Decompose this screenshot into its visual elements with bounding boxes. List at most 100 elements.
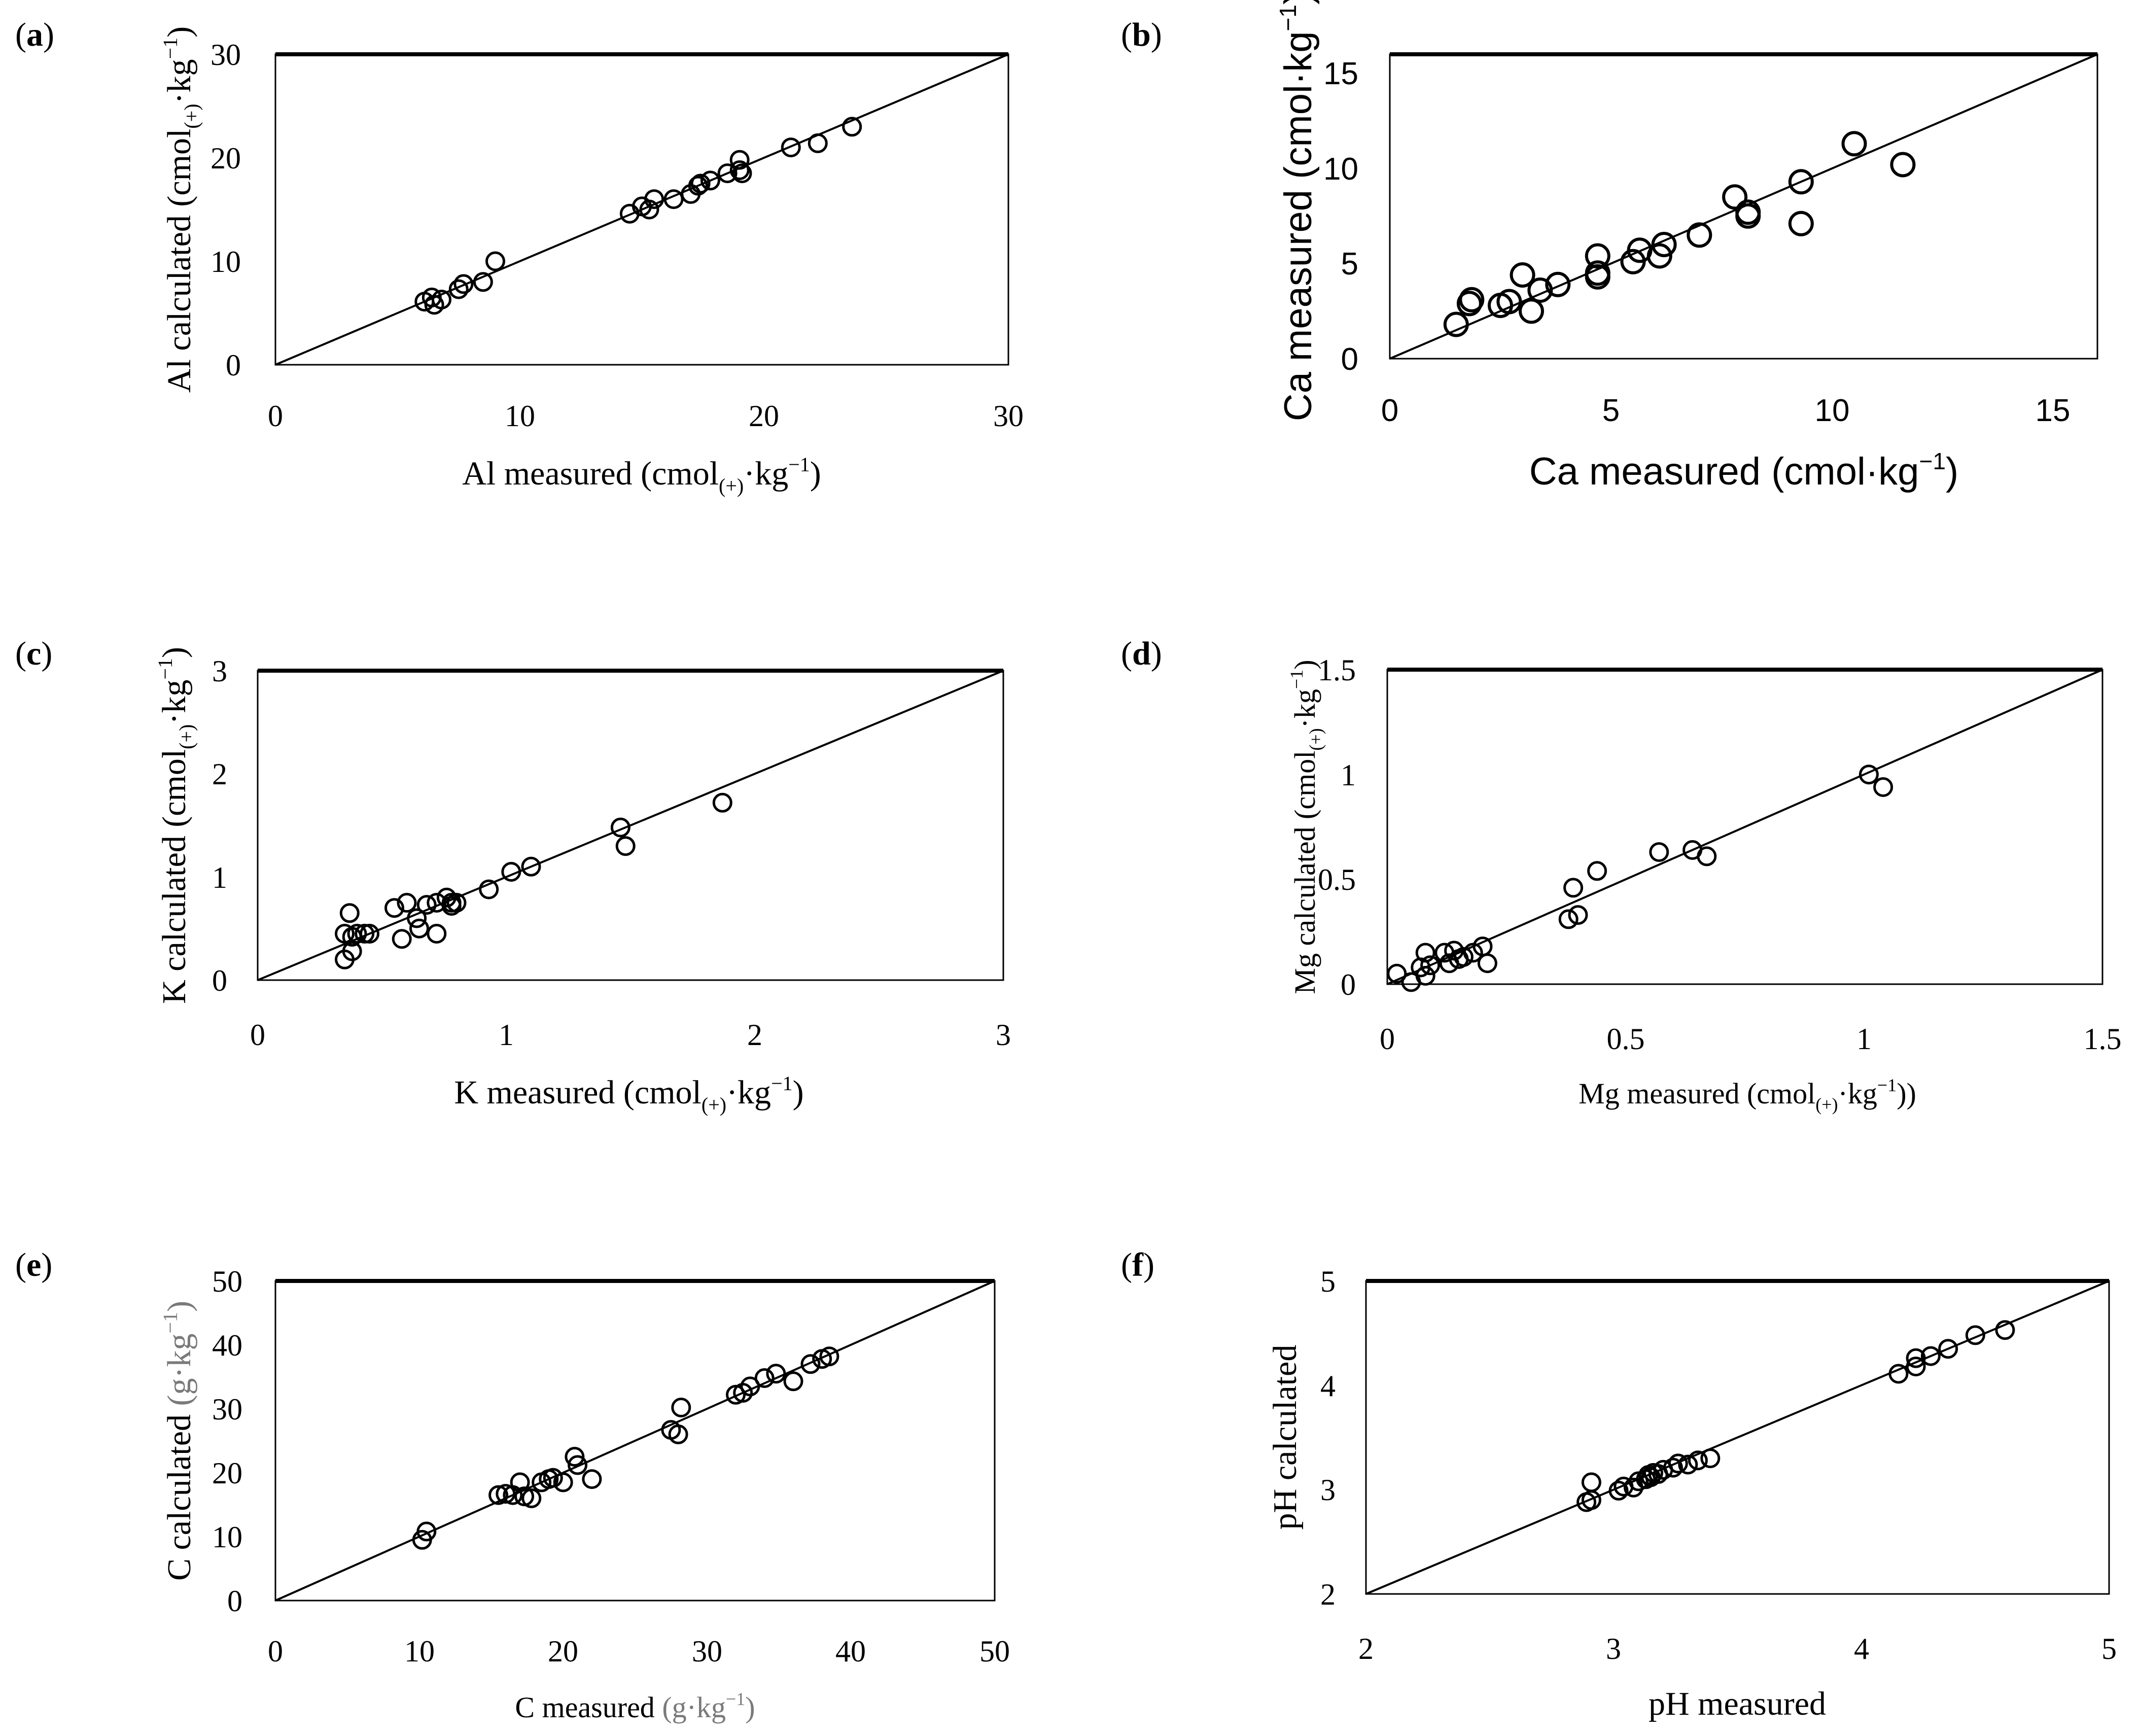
data-point	[1519, 298, 1544, 324]
reference-line-1to1	[275, 1280, 995, 1602]
data-point	[700, 170, 720, 191]
x-tick-label: 20	[548, 1635, 578, 1668]
panel-d: (d) 0 0.5 1 1.5 0 0.5 1 1.5 Mg measured …	[1121, 635, 2122, 1115]
x-tick-label: 30	[692, 1635, 722, 1668]
panel-label-f: (f)	[1121, 1246, 1154, 1283]
data-point	[510, 1472, 530, 1492]
y-tick-label: 0	[226, 349, 241, 382]
data-point	[1841, 131, 1867, 157]
x-tick-label: 50	[979, 1635, 1010, 1668]
data-point	[1415, 943, 1435, 963]
data-point	[1859, 765, 1879, 785]
y-tick-label: 3	[212, 654, 227, 688]
panel-label-c: (c)	[15, 635, 52, 672]
data-point	[1678, 1454, 1698, 1475]
data-point	[416, 1521, 437, 1542]
data-point	[392, 929, 412, 949]
panel-label-a: (a)	[15, 16, 54, 53]
data-point	[1873, 777, 1893, 797]
y-tick-label: 2	[212, 757, 227, 791]
data-points	[1443, 131, 1916, 337]
x-axis-label: Al measured (cmol(+)·kg−1)	[462, 453, 821, 497]
data-point	[1920, 1346, 1941, 1366]
data-point	[754, 1368, 775, 1388]
y-tick-label: 20	[211, 142, 241, 175]
data-point	[543, 1468, 563, 1488]
data-point	[1420, 955, 1441, 976]
data-point	[1568, 905, 1588, 925]
x-tick-label: 0	[1380, 1022, 1395, 1056]
y-axis-label: Ca measured (cmol·kg−1)	[1275, 0, 1320, 421]
y-tick-label: 5	[1320, 1265, 1336, 1298]
x-tick-label: 0	[1381, 393, 1398, 428]
data-point	[1965, 1325, 1985, 1345]
data-point	[1608, 1480, 1629, 1501]
data-point	[407, 908, 427, 928]
x-tick-label: 10	[505, 399, 535, 433]
data-point	[521, 1488, 542, 1508]
data-point	[582, 1469, 602, 1489]
data-point	[1387, 963, 1407, 984]
x-tick-label: 3	[1606, 1632, 1621, 1665]
data-point	[1651, 232, 1677, 257]
data-point	[1697, 846, 1717, 866]
y-axis-label: pH calculated	[1267, 1345, 1304, 1530]
y-axis-label: Al calculated (cmol(+)·kg−1)	[159, 26, 203, 393]
y-tick-label: 10	[212, 1520, 242, 1554]
y-axis-label: Mg calculated (cmol(+)·kg−1)	[1286, 659, 1326, 994]
x-tick-label: 10	[1815, 393, 1850, 428]
y-tick-label: 0	[1341, 342, 1358, 377]
data-point	[384, 898, 404, 918]
data-point	[488, 1485, 509, 1505]
data-point	[1459, 287, 1485, 313]
data-point	[668, 1424, 688, 1444]
data-point	[1687, 222, 1712, 248]
x-tick-label: 1	[499, 1018, 514, 1052]
x-tick-label: 2	[747, 1018, 762, 1052]
y-tick-label: 0	[1341, 968, 1356, 1001]
data-point	[1646, 243, 1672, 269]
data-point	[360, 924, 379, 944]
data-point	[1890, 152, 1916, 178]
data-point	[397, 893, 417, 913]
x-tick-label: 30	[993, 399, 1024, 433]
data-point	[565, 1447, 585, 1467]
data-point	[644, 189, 664, 210]
x-tick-label: 1	[1856, 1022, 1872, 1056]
data-point	[740, 1376, 760, 1397]
y-tick-label: 0.5	[1318, 863, 1356, 896]
data-point	[568, 1455, 588, 1475]
data-point	[639, 199, 659, 220]
data-point	[781, 137, 801, 158]
data-point	[501, 862, 521, 882]
data-points	[1387, 765, 1893, 992]
x-tick-label: 0	[250, 1018, 265, 1052]
data-point	[819, 1346, 839, 1367]
data-point	[729, 160, 750, 180]
data-point	[842, 117, 862, 137]
data-point	[729, 150, 750, 170]
y-tick-label: 4	[1320, 1369, 1336, 1403]
data-point	[1453, 947, 1474, 967]
data-point	[347, 924, 367, 944]
data-point	[766, 1364, 786, 1384]
y-tick-label: 40	[212, 1329, 242, 1362]
y-tick-label: 2	[1320, 1578, 1336, 1611]
data-point	[1788, 211, 1814, 236]
data-point	[427, 893, 447, 913]
panel-label-e: (e)	[15, 1246, 52, 1283]
x-tick-label: 1.5	[2084, 1022, 2122, 1056]
data-point	[1668, 1453, 1688, 1474]
x-axis-label: K measured (cmol(+)·kg−1)	[454, 1072, 803, 1116]
y-tick-label: 3	[1320, 1473, 1336, 1507]
data-point	[448, 279, 469, 299]
data-point	[1477, 953, 1497, 974]
reference-line-1to1	[1387, 669, 2103, 985]
data-point	[1415, 966, 1435, 986]
data-point	[339, 903, 360, 923]
data-point	[690, 173, 711, 194]
data-point	[1888, 1364, 1909, 1384]
y-tick-label: 1.5	[1318, 653, 1356, 687]
reference-line-1to1	[257, 670, 1004, 981]
panel-c: (c) 0 1 2 3 0 1 2 3 K measured (cmol(+)·…	[15, 635, 1011, 1116]
